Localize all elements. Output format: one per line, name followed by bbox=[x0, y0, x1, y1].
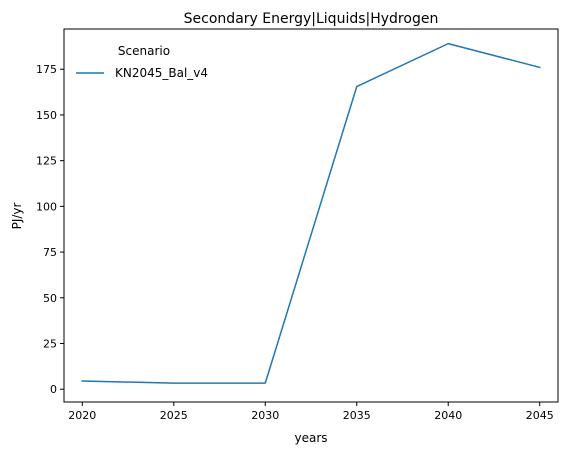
legend-entry-label: KN2045_Bal_v4 bbox=[115, 66, 208, 80]
y-tick-label: 75 bbox=[43, 246, 57, 259]
x-axis: 2020 2025 2030 2035 2040 2045 bbox=[68, 402, 553, 422]
y-tick-label: 100 bbox=[36, 200, 57, 213]
y-tick-label: 50 bbox=[43, 292, 57, 305]
y-tick-label: 125 bbox=[36, 155, 57, 168]
y-axis-label: PJ/yr bbox=[10, 203, 24, 230]
y-axis: 0 25 50 75 100 125 150 175 bbox=[36, 63, 64, 396]
x-tick-label: 2035 bbox=[343, 409, 371, 422]
y-tick-label: 150 bbox=[36, 109, 57, 122]
x-axis-label: years bbox=[294, 431, 327, 445]
legend-title: Scenario bbox=[118, 44, 170, 58]
series-line-0 bbox=[82, 44, 539, 384]
plot-area-frame bbox=[64, 29, 558, 402]
y-tick-label: 0 bbox=[50, 383, 57, 396]
legend: Scenario KN2045_Bal_v4 bbox=[76, 44, 208, 80]
x-tick-label: 2030 bbox=[251, 409, 279, 422]
y-tick-label: 25 bbox=[43, 337, 57, 350]
x-tick-label: 2045 bbox=[526, 409, 554, 422]
series-layer bbox=[82, 44, 539, 384]
y-tick-label: 175 bbox=[36, 63, 57, 76]
x-tick-label: 2020 bbox=[68, 409, 96, 422]
x-tick-label: 2040 bbox=[434, 409, 462, 422]
x-tick-label: 2025 bbox=[160, 409, 188, 422]
chart-title: Secondary Energy|Liquids|Hydrogen bbox=[184, 11, 439, 27]
